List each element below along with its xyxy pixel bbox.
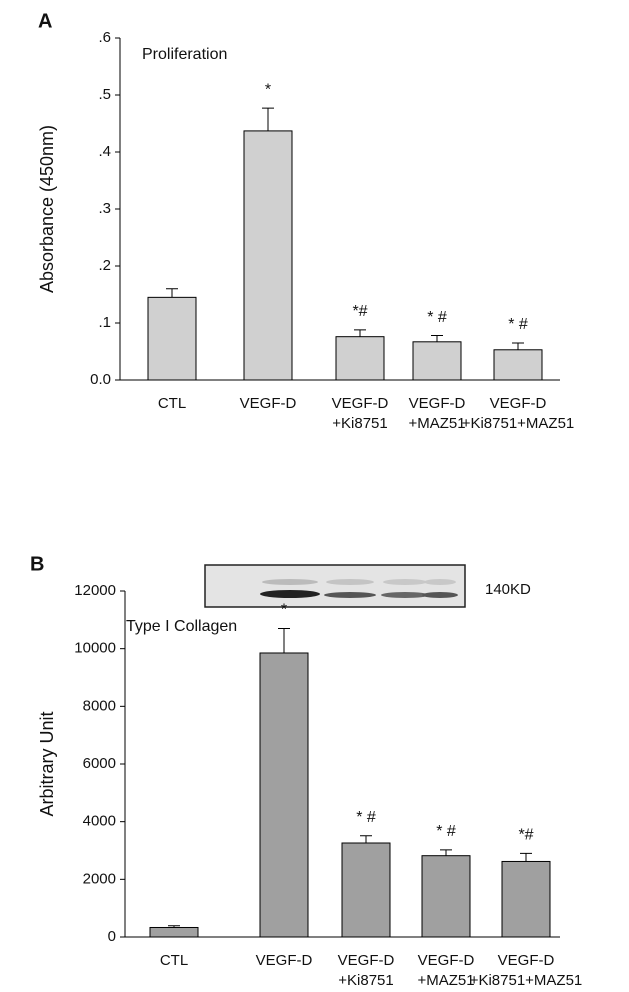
bar	[413, 342, 461, 380]
error-bar	[520, 853, 532, 861]
y-tick-label: 8000	[83, 697, 116, 714]
error-bar	[512, 343, 524, 350]
error-bar	[431, 336, 443, 342]
x-tick-label: CTL	[160, 952, 188, 969]
x-tick-label: CTL	[158, 395, 186, 412]
error-bar	[354, 330, 366, 337]
x-tick-label: VEGF-D+Ki8751	[332, 395, 389, 432]
x-tick-label: VEGF-D+Ki8751	[338, 952, 395, 989]
y-tick-label: 4000	[83, 813, 116, 830]
error-bar	[360, 836, 372, 843]
significance: *#	[352, 303, 367, 320]
y-tick-label: .3	[98, 200, 111, 217]
panel-label: A	[38, 10, 52, 32]
chart-subtitle: Type I Collagen	[126, 618, 237, 635]
bar	[336, 337, 384, 380]
significance: * #	[436, 823, 456, 840]
bar	[150, 927, 198, 937]
error-bar	[262, 108, 274, 131]
x-tick-label: VEGF-D+MAZ51	[408, 395, 465, 432]
error-bar	[440, 850, 452, 856]
error-bar	[166, 289, 178, 298]
bar	[494, 350, 542, 380]
blot-label: 140KD	[485, 581, 531, 598]
y-axis-label: Absorbance (450nm)	[37, 125, 57, 293]
y-tick-label: 10000	[74, 640, 116, 657]
x-tick-label: VEGF-D	[256, 952, 313, 969]
significance: *	[281, 602, 287, 619]
x-tick-label: VEGF-D+Ki8751+MAZ51	[462, 395, 575, 432]
bar	[148, 297, 196, 380]
bar	[244, 131, 292, 380]
bar	[342, 843, 390, 937]
y-tick-label: .1	[98, 314, 111, 331]
x-tick-label: VEGF-D+MAZ51	[417, 952, 474, 989]
y-tick-label: 6000	[83, 755, 116, 772]
panel-label: B	[30, 553, 44, 575]
bar	[502, 861, 550, 937]
y-tick-label: .5	[98, 86, 111, 103]
y-axis-label: Arbitrary Unit	[37, 711, 57, 816]
y-tick-label: .2	[98, 257, 111, 274]
chart-subtitle: Proliferation	[142, 46, 227, 63]
figure: A Proliferation Absorbance (450nm) 0.0 .1 .2.…	[0, 0, 629, 992]
error-bar	[278, 628, 290, 653]
significance: * #	[508, 316, 528, 333]
significance: * #	[356, 809, 376, 826]
significance: * #	[427, 309, 447, 326]
y-tick-label: 12000	[74, 582, 116, 599]
bar	[422, 856, 470, 937]
significance: *#	[518, 827, 533, 844]
bar	[260, 653, 308, 937]
y-tick-label: .4	[98, 143, 111, 160]
x-tick-label: VEGF-D+Ki8751+MAZ51	[470, 952, 583, 989]
western-blot	[205, 565, 465, 607]
y-tick-label: 0.0	[90, 371, 111, 388]
y-tick-label: 2000	[83, 870, 116, 887]
y-tick-label: .6	[98, 29, 111, 46]
significance: *	[265, 81, 271, 98]
x-tick-label: VEGF-D	[240, 395, 297, 412]
y-tick-label: 0	[108, 928, 116, 945]
